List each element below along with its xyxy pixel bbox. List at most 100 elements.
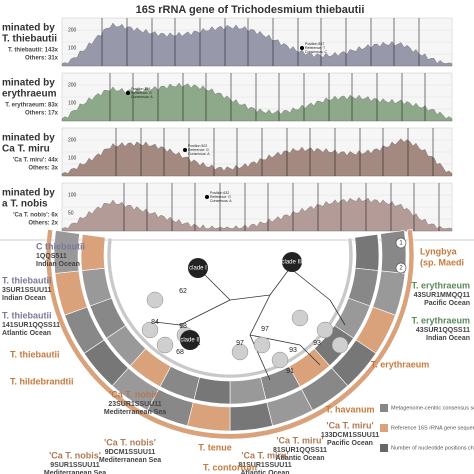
- bootstrap: 98: [179, 323, 187, 330]
- node-circle: [316, 321, 334, 339]
- legend-swatch: [380, 404, 388, 412]
- sample-name: 'Ca T. miru': [326, 420, 373, 430]
- reference-name: T. erythraeum: [371, 359, 430, 369]
- sample-place: Indian Ocean: [2, 295, 46, 302]
- count-label: Others: 3x: [28, 166, 58, 172]
- bootstrap: 97: [236, 340, 244, 347]
- sample-name: 'Ca T. nobis': [104, 437, 156, 447]
- sample-place: Atlantic Ocean: [275, 455, 324, 462]
- reference-name: T. tenue: [198, 442, 232, 452]
- title: 16S rRNA gene of Trichodesmium thiebauti…: [136, 4, 365, 16]
- node-circle: [231, 343, 249, 361]
- position-note: Reference: G: [188, 148, 209, 152]
- bootstrap: 68: [176, 349, 184, 356]
- count-label: Others: 17x: [25, 111, 59, 117]
- clade-label: clade III: [281, 260, 302, 266]
- tick-label: 200: [68, 82, 77, 88]
- sample-name: T. erythraeum: [411, 280, 470, 290]
- outer-ring: [45, 229, 415, 440]
- marker-label: 1: [399, 241, 403, 247]
- sample-place: Indian Ocean: [36, 261, 80, 268]
- panel-label: minated by: [2, 188, 55, 199]
- clade-node: [180, 330, 200, 350]
- legend-swatch: [380, 444, 388, 452]
- position-note: Consensus: A: [188, 152, 210, 156]
- sample-name: 'Ca T. nobis': [109, 389, 161, 399]
- count-label: T. thiebautii: 143x: [8, 48, 59, 54]
- position-note: Position 632: [210, 191, 229, 195]
- node-circle: [156, 336, 174, 354]
- bootstrap: 91: [286, 368, 294, 375]
- reference-name: T. hildebrandtii: [10, 376, 74, 386]
- position-dot: [205, 195, 209, 199]
- sample-id: 81SUR1SSUU11: [238, 462, 291, 469]
- branch: [154, 321, 181, 326]
- coverage-area: [61, 138, 453, 177]
- position-note: Reference: G: [131, 91, 152, 95]
- branch: [249, 334, 271, 381]
- sample-place: Atlantic Ocean: [240, 470, 289, 474]
- clade-node: [188, 258, 208, 278]
- count-label: Others: 2x: [28, 221, 58, 227]
- position-note: Position 867: [305, 42, 324, 46]
- sample-place: Pacific Ocean: [424, 300, 470, 307]
- panel-label: a T. nobis: [2, 199, 48, 210]
- sample-place: Mediterranean Sea: [99, 457, 161, 464]
- sample-id: 43SUR1QQSS11: [416, 327, 470, 334]
- panel-label: minated by: [2, 23, 55, 34]
- ring-block: [193, 376, 231, 405]
- branch: [249, 334, 301, 346]
- ring-block: [229, 402, 273, 432]
- position-dot: [126, 91, 130, 95]
- coverage-area: [61, 22, 453, 67]
- branch: [329, 299, 346, 326]
- count-label: Others: 31x: [25, 56, 59, 62]
- clade-node: [282, 252, 302, 272]
- sample-name: 'Ca T. miru': [241, 450, 288, 460]
- branch: [289, 267, 331, 301]
- ring-block: [53, 230, 80, 274]
- sample-id: 141SUR1QQSS11: [2, 322, 60, 329]
- legend-label: Reference 16S rRNA gene sequence (NCBI): [391, 425, 474, 431]
- sample-place: Atlantic Ocean: [2, 330, 51, 337]
- node-circle: [253, 336, 271, 354]
- count-label: 'Ca T. miru': 44x: [13, 158, 59, 164]
- reference-name: T. contortum: [203, 462, 257, 472]
- branch: [269, 267, 291, 296]
- sample-place: Mediterranean Sea: [44, 470, 106, 474]
- marker-circle: [395, 237, 407, 249]
- coverage-area: [61, 82, 453, 122]
- sample-id: 3SUR1SSUU11: [2, 287, 52, 294]
- count-label: T. erythraeum: 83x: [5, 103, 58, 109]
- position-note: Consensus: A: [131, 95, 153, 99]
- sample-name: T. erythraeum: [411, 315, 470, 325]
- position-dot: [183, 148, 187, 152]
- sample-id: 9SUR1SSUU11: [50, 462, 100, 469]
- branch: [249, 294, 271, 336]
- sample-id: 81SUR1QQSS11: [273, 447, 327, 454]
- position-note: Reference: T: [305, 46, 326, 50]
- reference-name: Lyngbya: [420, 246, 458, 256]
- bootstrap: 97: [261, 326, 269, 333]
- tick-label: 100: [68, 100, 77, 106]
- clade-label: clade II: [180, 338, 200, 344]
- reference-name: (sp. Maedi: [420, 257, 464, 267]
- node-circle: [331, 336, 349, 354]
- panel-label: Ca T. miru: [2, 144, 50, 155]
- sample-place: Pacific Ocean: [327, 440, 373, 447]
- clade-label: clade I: [189, 266, 207, 272]
- sample-id: 133DCM1SSUU11: [321, 432, 379, 439]
- tick-label: 50: [68, 210, 74, 216]
- panel-label: minated by: [2, 133, 55, 144]
- panel-label: minated by: [2, 78, 55, 89]
- bootstrap: 93: [313, 340, 321, 347]
- position-note: Consensus: A: [210, 199, 232, 203]
- node-circle: [291, 309, 309, 327]
- tree: clade I clade II clade III 62 84 98 97 68 93 97 91…: [2, 229, 474, 474]
- node-circle: [141, 321, 159, 339]
- sample-place: Indian Ocean: [426, 335, 470, 342]
- position-note: Position 156: [131, 87, 150, 91]
- sample-id: 1QQS511: [36, 253, 67, 260]
- sample-id: 9DCM1SSUU11: [105, 449, 156, 456]
